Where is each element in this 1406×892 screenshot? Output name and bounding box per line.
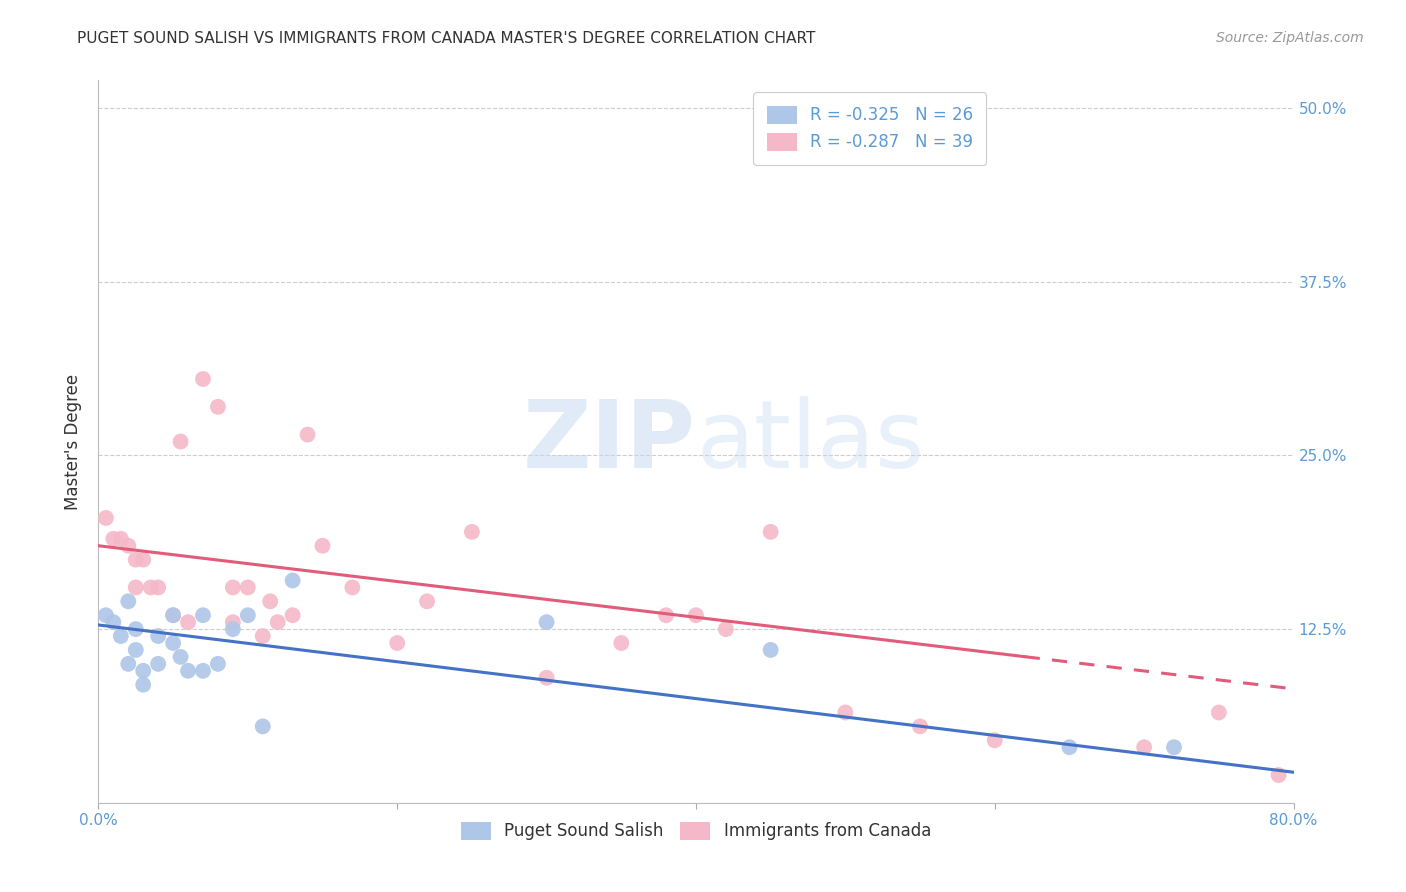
Point [222, 622, 245, 636]
Point [162, 608, 184, 623]
Point [148, 629, 170, 643]
Point [1267, 768, 1289, 782]
Point [191, 664, 214, 678]
Point [297, 427, 319, 442]
Point [222, 615, 245, 630]
Point [281, 608, 304, 623]
Point [311, 539, 333, 553]
Point [1208, 706, 1230, 720]
Point [1059, 740, 1081, 755]
Point [207, 400, 229, 414]
Point [236, 608, 259, 623]
Point [1163, 740, 1185, 755]
Point [759, 524, 782, 539]
Point [103, 615, 125, 630]
Point [94, 608, 117, 623]
Point [610, 636, 633, 650]
Point [148, 657, 170, 671]
Point [110, 532, 132, 546]
Point [267, 615, 290, 630]
Point [169, 434, 191, 449]
Point [655, 608, 678, 623]
Point [177, 664, 200, 678]
Point [125, 643, 148, 657]
Point [714, 622, 737, 636]
Point [117, 594, 139, 608]
Point [222, 581, 245, 595]
Point [385, 636, 409, 650]
Text: Source: ZipAtlas.com: Source: ZipAtlas.com [1216, 31, 1364, 45]
Point [984, 733, 1007, 747]
Point [259, 594, 281, 608]
Point [132, 552, 155, 566]
Point [281, 574, 304, 588]
Point [125, 622, 148, 636]
Text: atlas: atlas [696, 395, 924, 488]
Point [103, 532, 125, 546]
Point [139, 581, 162, 595]
Point [169, 649, 191, 664]
Point [132, 664, 155, 678]
Point [908, 719, 931, 733]
Point [94, 511, 117, 525]
Point [125, 581, 148, 595]
Point [236, 581, 259, 595]
Point [191, 608, 214, 623]
Point [1133, 740, 1156, 755]
Point [536, 671, 558, 685]
Point [342, 581, 364, 595]
Point [252, 629, 274, 643]
Point [834, 706, 856, 720]
Point [117, 539, 139, 553]
Legend: Puget Sound Salish, Immigrants from Canada: Puget Sound Salish, Immigrants from Cana… [453, 814, 939, 848]
Text: ZIP: ZIP [523, 395, 696, 488]
Point [461, 524, 484, 539]
Point [148, 581, 170, 595]
Point [162, 636, 184, 650]
Point [685, 608, 707, 623]
Point [177, 615, 200, 630]
Point [207, 657, 229, 671]
Point [125, 552, 148, 566]
Point [110, 629, 132, 643]
Point [117, 657, 139, 671]
Point [162, 608, 184, 623]
Point [252, 719, 274, 733]
Point [536, 615, 558, 630]
Point [132, 678, 155, 692]
Point [759, 643, 782, 657]
Point [191, 372, 214, 386]
Text: PUGET SOUND SALISH VS IMMIGRANTS FROM CANADA MASTER'S DEGREE CORRELATION CHART: PUGET SOUND SALISH VS IMMIGRANTS FROM CA… [77, 31, 815, 46]
Y-axis label: Master's Degree: Master's Degree [65, 374, 83, 509]
Point [416, 594, 439, 608]
